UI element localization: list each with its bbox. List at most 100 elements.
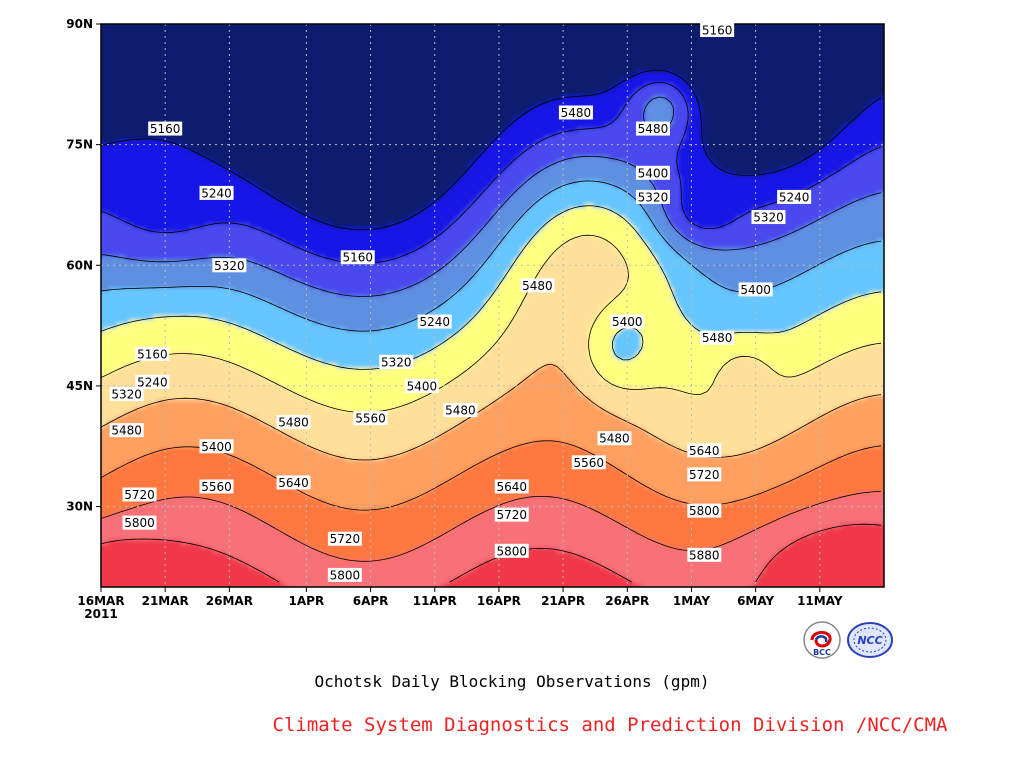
contour-cell	[877, 40, 882, 45]
contour-cell	[165, 116, 170, 121]
contour-cell	[269, 64, 274, 69]
contour-cell	[621, 32, 626, 37]
contour-cell	[129, 112, 134, 117]
contour-cell	[825, 108, 830, 113]
contour-cell	[609, 108, 614, 113]
contour-cell	[457, 48, 462, 53]
contour-cell	[861, 60, 866, 65]
contour-cell	[713, 40, 718, 45]
contour-cell	[829, 100, 834, 105]
contour-cell	[809, 28, 814, 33]
contour-cell	[873, 116, 878, 121]
contour-cell	[665, 60, 670, 65]
contour-cell	[117, 116, 122, 121]
contour-cell	[157, 44, 162, 49]
contour-cell	[269, 48, 274, 53]
contour-cell	[637, 44, 642, 49]
contour-cell	[653, 36, 658, 41]
contour-cell	[465, 76, 470, 81]
contour-cell	[373, 64, 378, 69]
contour-cell	[645, 28, 650, 33]
contour-cell	[617, 72, 622, 77]
contour-cell	[685, 72, 690, 77]
contour-cell	[805, 84, 810, 89]
contour-cell	[645, 40, 650, 45]
contour-cell	[441, 60, 446, 65]
contour-cell	[589, 88, 594, 93]
contour-cell	[225, 92, 230, 97]
contour-cell	[113, 44, 118, 49]
contour-cell	[377, 92, 382, 97]
contour-cell	[173, 28, 178, 33]
contour-cell	[605, 100, 610, 105]
contour-cell	[853, 72, 858, 77]
contour-cell	[213, 60, 218, 65]
contour-cell	[689, 80, 694, 85]
contour-cell	[209, 108, 214, 113]
contour-cell	[425, 32, 430, 37]
contour-cell	[225, 80, 230, 85]
contour-cell	[117, 56, 122, 61]
contour-cell	[817, 84, 822, 89]
contour-cell	[233, 112, 238, 117]
contour-cell	[813, 96, 818, 101]
contour-cell	[673, 48, 678, 53]
contour-cell	[809, 92, 814, 97]
contour-cell	[657, 76, 662, 81]
contour-cell	[185, 76, 190, 81]
contour-cell	[377, 36, 382, 41]
contour-cell	[389, 96, 394, 101]
contour-cell	[865, 60, 870, 65]
contour-cell	[853, 76, 858, 81]
contour-cell	[121, 48, 126, 53]
contour-cell	[593, 64, 598, 69]
contour-cell	[525, 48, 530, 53]
contour-cell	[693, 108, 698, 113]
contour-cell	[649, 32, 654, 37]
contour-cell	[357, 92, 362, 97]
contour-cell	[433, 96, 438, 101]
contour-cell	[277, 36, 282, 41]
contour-cell	[837, 36, 842, 41]
contour-cell	[837, 48, 842, 53]
contour-cell	[293, 60, 298, 65]
contour-cell	[301, 108, 306, 113]
contour-cell	[717, 84, 722, 89]
contour-cell	[641, 40, 646, 45]
contour-cell	[837, 76, 842, 81]
contour-cell	[141, 40, 146, 45]
contour-cell	[141, 36, 146, 41]
contour-cell	[745, 100, 750, 105]
contour-cell	[397, 52, 402, 57]
contour-cell	[353, 56, 358, 61]
contour-cell	[593, 76, 598, 81]
contour-cell	[657, 112, 662, 117]
contour-cell	[605, 80, 610, 85]
contour-cell	[469, 44, 474, 49]
contour-cell	[361, 32, 366, 37]
contour-cell	[481, 88, 486, 93]
contour-cell	[825, 80, 830, 85]
contour-cell	[645, 76, 650, 81]
contour-cell	[441, 44, 446, 49]
contour-cell	[353, 28, 358, 33]
contour-cell	[769, 44, 774, 49]
contour-cell	[217, 64, 222, 69]
contour-cell	[253, 60, 258, 65]
contour-cell	[473, 108, 478, 113]
contour-cell	[313, 32, 318, 37]
contour-cell	[805, 96, 810, 101]
contour-cell	[217, 56, 222, 61]
contour-cell	[445, 64, 450, 69]
contour-cell	[821, 100, 826, 105]
contour-cell	[837, 68, 842, 73]
contour-cell	[681, 44, 686, 49]
contour-cell	[461, 100, 466, 105]
contour-cell	[677, 36, 682, 41]
contour-cell	[801, 44, 806, 49]
contour-cell	[217, 72, 222, 77]
contour-cell	[397, 112, 402, 117]
contour-cell	[589, 100, 594, 105]
contour-cell	[541, 76, 546, 81]
contour-cell	[789, 68, 794, 73]
